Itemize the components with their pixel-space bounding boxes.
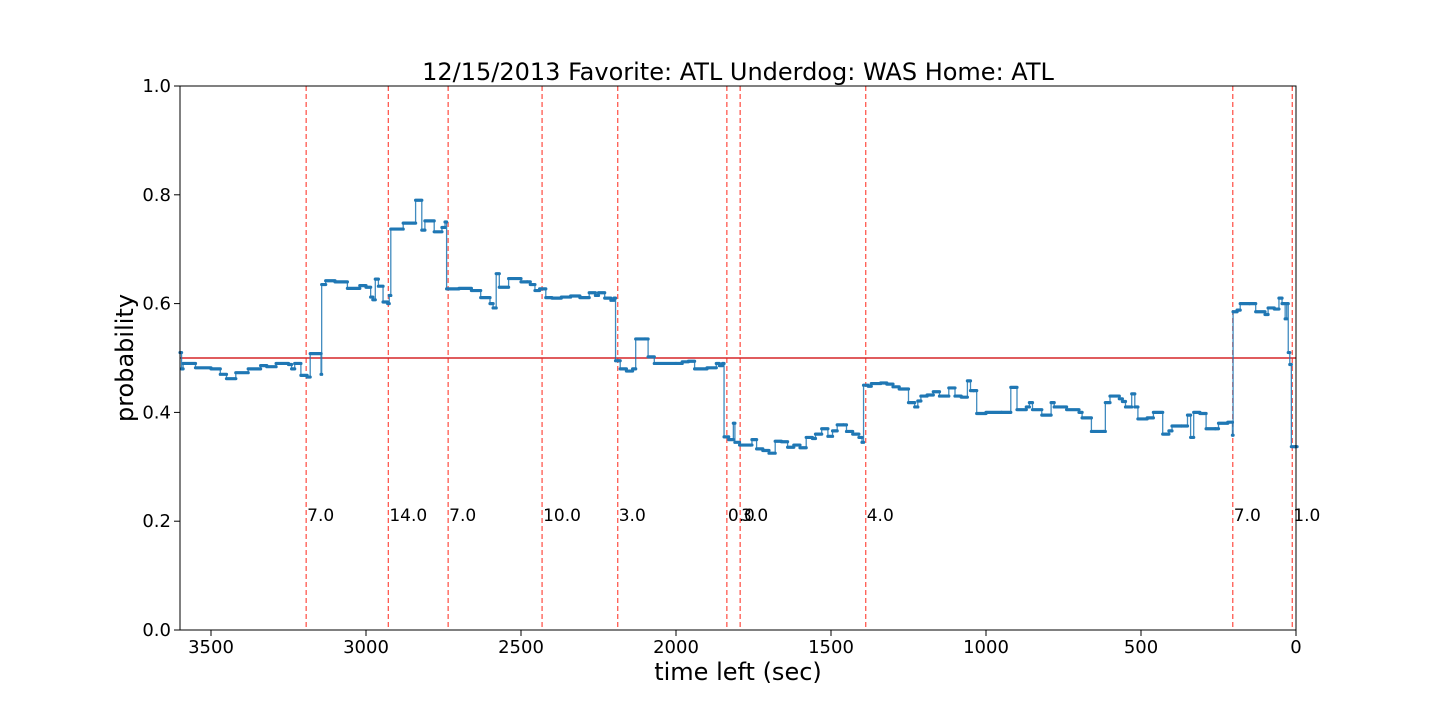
score-event-label: 7.0 [1234,506,1261,526]
score-event-label: 14.0 [389,506,427,526]
x-tick-label: 2000 [653,637,699,658]
score-event-label: 0.0 [728,506,755,526]
score-event-label: 1.0 [1293,506,1320,526]
chart-title: 12/15/2013 Favorite: ATL Underdog: WAS H… [422,58,1054,86]
score-event-label: 3.0 [619,506,646,526]
score-event-label: 10.0 [543,506,581,526]
plot-frame [179,85,1297,631]
y-axis-title: probability [111,294,139,422]
y-tick-label: 0.8 [142,185,171,206]
y-tick-label: 0.6 [142,294,171,315]
score-event-label: 7.0 [449,506,476,526]
y-tick-label: 0.4 [142,402,171,423]
score-event-label: 4.0 [867,506,894,526]
x-axis-title: time left (sec) [654,658,822,686]
y-tick-label: 0.2 [142,511,171,532]
x-tick-label: 0 [1290,637,1301,658]
score-event-label: 3.0 [741,506,768,526]
x-tick-label: 3000 [343,637,389,658]
y-tick-label: 1.0 [142,76,171,97]
y-tick-label: 0.0 [142,620,171,641]
score-event-label: 7.0 [307,506,334,526]
x-tick-label: 1500 [808,637,854,658]
x-tick-label: 1000 [963,637,1009,658]
x-tick-label: 500 [1124,637,1158,658]
probability-line [180,199,1296,454]
x-tick-label: 3500 [188,637,234,658]
x-tick-label: 2500 [498,637,544,658]
